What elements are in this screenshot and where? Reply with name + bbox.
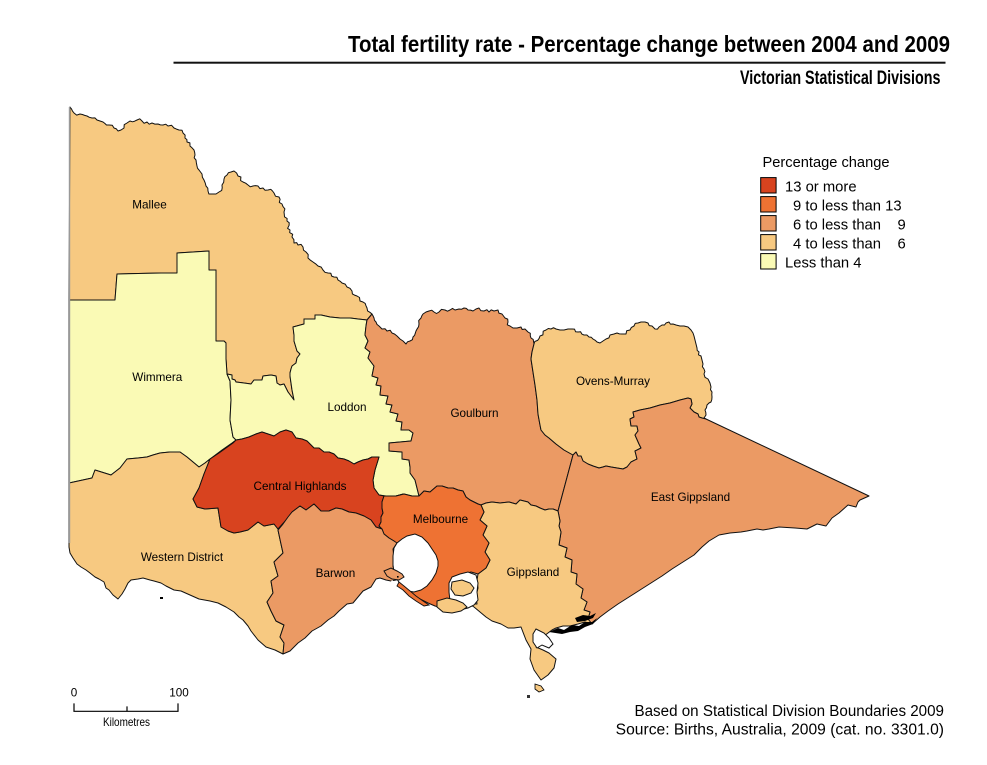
svg-text:100: 100 bbox=[169, 687, 189, 700]
svg-text:Ovens-Murray: Ovens-Murray bbox=[576, 375, 650, 388]
svg-text:East Gippsland: East Gippsland bbox=[651, 491, 730, 504]
svg-text:Wimmera: Wimmera bbox=[132, 371, 182, 384]
svg-text:Victorian Statistical Division: Victorian Statistical Divisions bbox=[740, 67, 941, 89]
svg-text:Total fertility rate - Percent: Total fertility rate - Percentage change… bbox=[348, 31, 950, 57]
svg-text:Gippsland: Gippsland bbox=[507, 566, 560, 579]
svg-text:Percentage change: Percentage change bbox=[763, 155, 890, 171]
svg-text:Mallee: Mallee bbox=[132, 198, 166, 211]
svg-text:Melbourne: Melbourne bbox=[413, 513, 468, 526]
svg-text:0: 0 bbox=[71, 687, 78, 700]
svg-text:Goulburn: Goulburn bbox=[450, 407, 498, 420]
svg-text:Barwon: Barwon bbox=[316, 567, 356, 580]
svg-text:Central Highlands: Central Highlands bbox=[254, 480, 347, 493]
svg-text:4 to less than 6: 4 to less than 6 bbox=[793, 236, 906, 252]
svg-text:6 to less than 9: 6 to less than 9 bbox=[793, 217, 906, 233]
svg-text:9 to less than 13: 9 to less than 13 bbox=[793, 198, 902, 214]
svg-text:Western District: Western District bbox=[141, 551, 224, 564]
svg-text:Based on Statistical Division: Based on Statistical Division Boundaries… bbox=[635, 703, 945, 720]
svg-text:Loddon: Loddon bbox=[327, 401, 366, 414]
svg-text:Source: Births, Australia, 200: Source: Births, Australia, 2009 (cat. no… bbox=[616, 722, 944, 739]
svg-text:Less than 4: Less than 4 bbox=[785, 255, 862, 271]
svg-text:Kilometres: Kilometres bbox=[103, 716, 150, 729]
svg-text:13 or more: 13 or more bbox=[785, 179, 857, 195]
